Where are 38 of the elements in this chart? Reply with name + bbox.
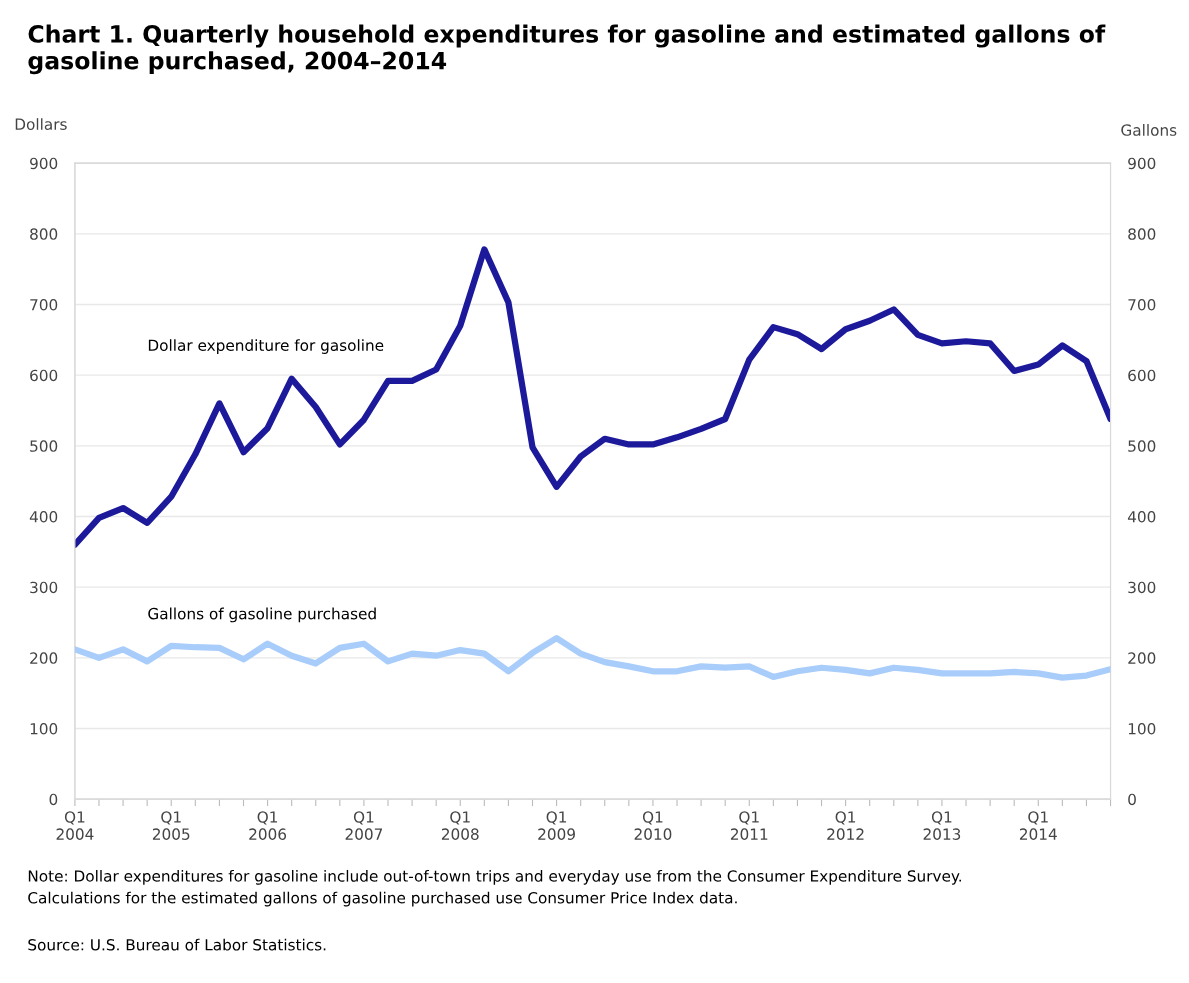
y-tick-label: 200 (30, 652, 58, 664)
y-axis-title: Dollars (15, 118, 67, 130)
x-tick-label: Q1 2009 (538, 811, 575, 840)
y2-tick-label: 400 (1127, 510, 1156, 523)
x-tick-label: Q1 2011 (730, 811, 768, 840)
series-label: Dollar expenditure for gasoline (148, 339, 384, 354)
y-tick-label: 300 (30, 581, 58, 594)
series-label: Gallons of gasoline purchased (148, 607, 376, 623)
x-tick-label: Q1 2005 (152, 811, 190, 840)
x-tick-label: Q1 2014 (1019, 811, 1057, 840)
x-tick-label: Q1 2006 (249, 811, 287, 840)
x-tick-label: Q1 2013 (923, 811, 961, 840)
y2-tick-label: 600 (1128, 369, 1156, 382)
x-tick-label: Q1 2012 (827, 811, 864, 840)
x-tick-label: Q1 2008 (441, 811, 479, 840)
y-tick-label: 400 (29, 510, 58, 523)
x-tick-label: Q1 2010 (634, 811, 672, 840)
y2-tick-label: 500 (1128, 440, 1156, 452)
y-tick-label: 600 (30, 369, 58, 382)
source-note: Source: U.S. Bureau of Labor Statistics. (28, 938, 326, 951)
y2-tick-label: 700 (1128, 298, 1156, 311)
y-tick-label: 100 (30, 722, 58, 735)
y-tick-label: 800 (30, 228, 58, 240)
x-tick-label: Q1 2004 (56, 811, 94, 840)
y2-tick-label: 200 (1128, 652, 1156, 664)
y-tick-label: 700 (30, 298, 58, 311)
y2-tick-label: 900 (1128, 157, 1156, 170)
y-tick-label: 0 (49, 793, 58, 806)
y-tick-label: 500 (30, 440, 58, 452)
y2-tick-label: 0 (1128, 793, 1136, 806)
y2-axis-title: Gallons (1121, 124, 1177, 136)
y-tick-label: 900 (30, 157, 58, 170)
y2-tick-label: 300 (1128, 581, 1156, 594)
text: Note: Dollar expenditures for gasoline include out-of-town trips and everyday use from the Consumer Expenditure Survey. Calculations for the estimated gallons of gasoline purchased use Consumer Price Index data. (28, 869, 961, 907)
x-tick-label: Q1 2007 (345, 811, 383, 840)
y2-tick-label: 100 (1128, 722, 1156, 735)
y2-tick-label: 800 (1128, 228, 1156, 240)
chart-title: Chart 1. Quarterly household expenditures for gasoline and estimated gallons of gasoline purchased, 2004–2014 (28, 24, 1106, 75)
